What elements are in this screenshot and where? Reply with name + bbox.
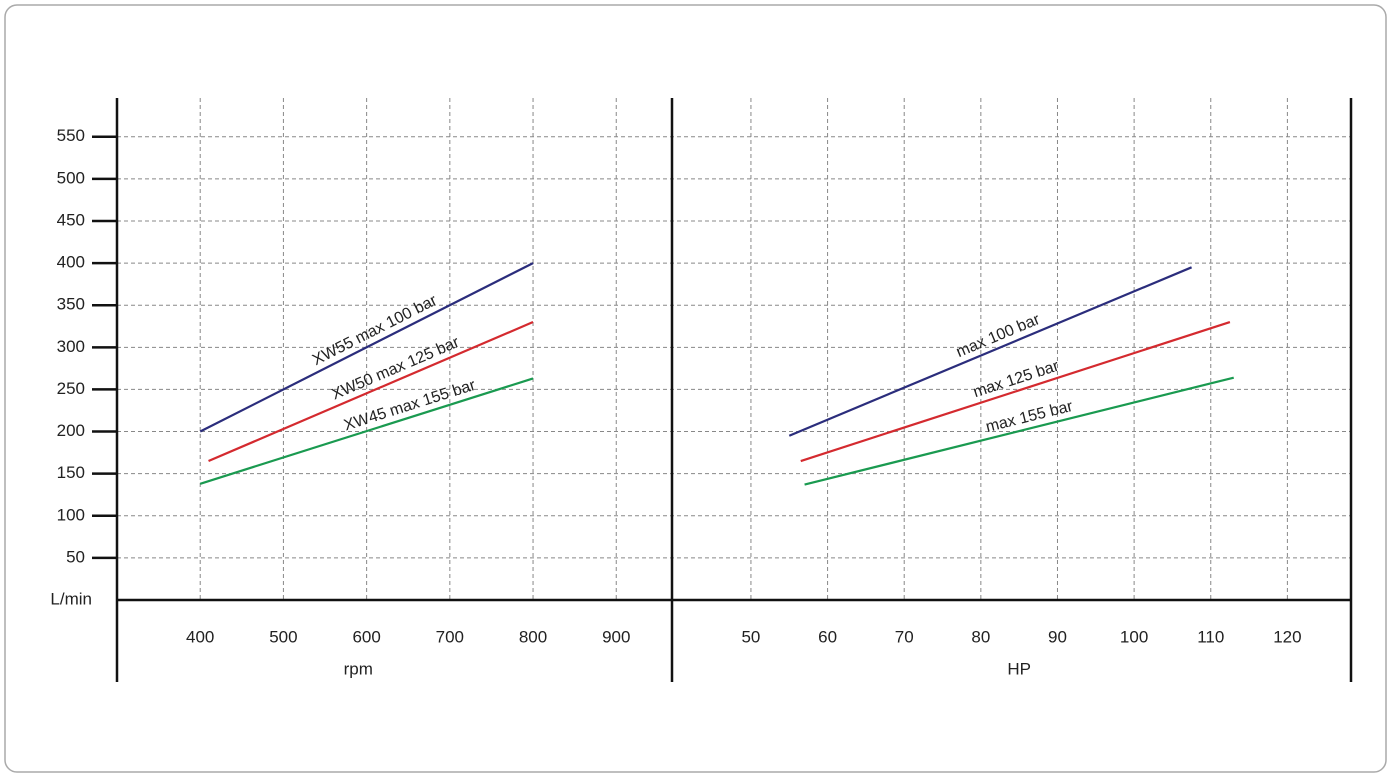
x-tick-label: 120 xyxy=(1273,627,1301,646)
x-axis-label: rpm xyxy=(344,659,373,678)
series-line xyxy=(208,321,534,463)
x-axis-label: HP xyxy=(1007,659,1031,678)
y-tick-label: 550 xyxy=(57,126,85,145)
y-tick-label: 350 xyxy=(57,295,85,314)
y-axis-label: L/min xyxy=(50,589,92,608)
series-line xyxy=(804,376,1235,486)
x-tick-label: 100 xyxy=(1120,627,1148,646)
series-line xyxy=(788,266,1193,437)
x-tick-label: 800 xyxy=(519,627,547,646)
x-tick-label: 50 xyxy=(741,627,760,646)
x-tick-label: 110 xyxy=(1197,627,1224,646)
y-tick-label: 400 xyxy=(57,253,85,272)
series-line xyxy=(199,377,534,485)
x-tick-label: 60 xyxy=(818,627,837,646)
x-tick-label: 90 xyxy=(1048,627,1067,646)
series-line xyxy=(800,321,1231,463)
y-tick-label: 100 xyxy=(57,505,85,524)
y-tick-label: 450 xyxy=(57,210,85,229)
x-tick-label: 600 xyxy=(352,627,380,646)
x-tick-label: 900 xyxy=(602,627,630,646)
y-tick-label: 150 xyxy=(57,463,85,482)
y-tick-label: 50 xyxy=(66,547,85,566)
series-line xyxy=(199,262,534,433)
frame xyxy=(4,4,1387,773)
x-tick-label: 700 xyxy=(436,627,464,646)
y-tick-label: 200 xyxy=(57,421,85,440)
y-tick-label: 500 xyxy=(57,168,85,187)
y-tick-label: 300 xyxy=(57,337,85,356)
x-tick-label: 70 xyxy=(895,627,914,646)
x-tick-label: 400 xyxy=(186,627,214,646)
y-tick-label: 250 xyxy=(57,379,85,398)
x-tick-label: 500 xyxy=(269,627,297,646)
x-tick-label: 80 xyxy=(971,627,990,646)
